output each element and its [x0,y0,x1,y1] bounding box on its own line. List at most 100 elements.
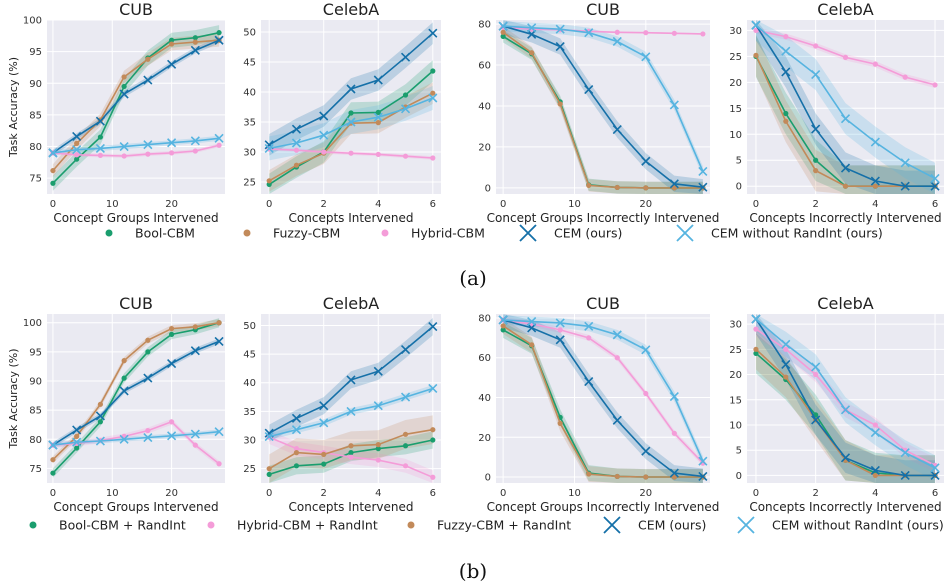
data-point [375,457,381,463]
data-point [143,140,153,150]
series-line [502,31,703,189]
data-point [840,163,851,173]
y-axis-label: Task Accuracy (%) [7,349,20,450]
x-tick-label: 0 [266,199,272,210]
series-line [502,319,704,464]
data-point [167,59,177,69]
x-tick-label: 0 [50,488,56,499]
data-point [143,75,153,85]
data-point [400,104,411,114]
legend-item: CEM without RandInt (ours) [676,224,883,242]
data-point [321,461,327,467]
data-point [555,318,565,328]
data-point [346,375,356,385]
data-point [527,316,537,327]
data-point [813,371,819,378]
data-point [266,181,272,187]
data-point [428,93,438,103]
data-point [291,413,302,423]
y-tick-label: 25 [243,464,256,475]
series-line [52,430,220,446]
data-point [264,432,274,442]
legend-row-a: Bool-CBM Fuzzy-CBM Hybrid-CBM CEM (ours) CEM… [105,224,883,242]
legend-marker [105,229,113,237]
data-point [50,180,56,186]
chart-title: CelebA [323,294,379,313]
x-tick-label: 10 [568,199,581,210]
data-point [143,432,153,443]
x-tick-label: 6 [430,199,436,210]
legend-marker [519,224,537,242]
data-point [783,34,789,40]
data-point [72,437,82,447]
legend-marker [381,229,389,237]
y-tick-label: 5 [736,156,742,167]
data-point [348,450,354,456]
confidence-band [269,415,433,483]
data-point [319,401,329,411]
y-tick-label: 25 [729,345,742,356]
data-point [930,470,940,480]
x-tick-label: 0 [500,488,506,499]
legend-item: Hybrid-CBM [381,226,485,241]
legend-label: Hybrid-CBM + RandInt [237,518,378,533]
data-point [291,138,302,148]
series-line [502,325,703,478]
y-tick-label: 35 [243,118,256,129]
data-point [373,366,383,376]
data-point [402,443,409,449]
y-tick-label: 0 [485,473,491,484]
caption-b: (b) [459,559,487,583]
data-point [291,124,302,134]
y-tick-label: 95 [29,47,42,58]
legend-marker [29,521,37,529]
confidence-band [756,329,935,483]
data-point [781,339,791,349]
series-line [52,340,220,446]
data-point [167,138,177,148]
chart-panel-5: 0 10 20 75 80 85 90 95 100 CUB Concept Groups Inte… [7,294,225,514]
data-point [700,31,706,37]
x-tick-label: 0 [50,199,56,210]
chart-panel-7: 0 10 20 0 20 40 60 80 CUB Concept Groups Incorrec… [478,294,719,514]
data-point [72,145,82,155]
y-tick-label: 0 [485,183,491,194]
data-point [373,75,383,85]
data-point [813,157,819,163]
y-tick-label: 5 [736,446,742,457]
data-point [400,392,411,402]
data-point [190,136,200,146]
legend-row-b: Bool-CBM + RandInt Hybrid-CBM + RandInt Fu… [29,516,944,534]
data-point [614,355,620,361]
y-tick-label: 75 [29,464,42,475]
confidence-band [756,333,935,483]
data-point [74,140,80,146]
data-point [555,24,565,34]
x-tick-label: 2 [321,199,327,210]
data-point [586,182,592,189]
data-point [293,463,300,469]
data-point [319,111,329,121]
y-tick-label: 20 [478,142,491,153]
data-point [842,54,849,60]
chart-panel-6: 0 2 4 6 25 30 35 40 45 50 CelebA Concepts Intervene… [243,294,441,514]
x-axis-label: Concepts Intervened [289,500,414,514]
data-point [612,124,622,135]
data-point [95,411,105,421]
x-axis-label: Concept Groups Incorrectly Intervened [487,211,720,225]
x-tick-label: 6 [430,488,436,499]
y-tick-label: 30 [729,26,742,37]
data-point [671,474,677,480]
data-point [813,168,819,174]
data-point [293,446,300,452]
x-tick-label: 0 [753,199,759,210]
x-tick-label: 0 [753,488,759,499]
y-tick-label: 90 [29,79,42,90]
y-tick-label: 50 [243,321,256,332]
x-tick-label: 20 [165,488,178,499]
y-tick-label: 30 [243,148,256,159]
data-point [402,463,409,469]
data-point [346,406,356,416]
data-point [97,401,103,407]
data-point [214,133,224,143]
